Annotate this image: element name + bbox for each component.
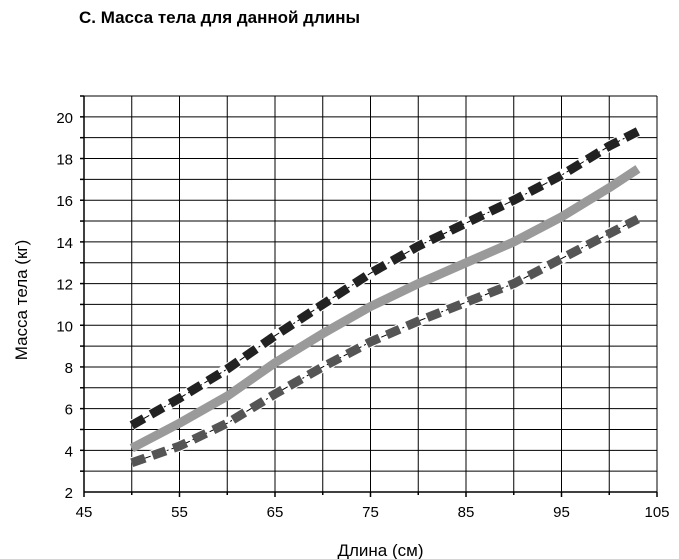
series-line: [130, 214, 640, 468]
y-tick-label: 6: [65, 402, 73, 419]
x-tick-label: 95: [553, 504, 570, 521]
y-tick-label: 4: [65, 443, 73, 460]
series-line: [129, 127, 640, 430]
x-tick-label: 75: [362, 504, 379, 521]
x-tick-label: 45: [76, 504, 93, 521]
x-axis-label: Длина (см): [337, 541, 423, 559]
y-tick-label: 14: [56, 235, 73, 252]
y-axis-label: Масса тела (кг): [12, 240, 31, 361]
x-tick-label: 55: [171, 504, 188, 521]
x-tick-label: 65: [267, 504, 284, 521]
y-tick-label: 12: [56, 277, 73, 294]
y-tick-label: 10: [56, 318, 73, 335]
y-tick-label: 16: [56, 193, 73, 210]
chart-title: С. Масса тела для данной длины: [79, 8, 360, 27]
y-tick-label: 20: [56, 110, 73, 127]
series-line: [129, 165, 641, 453]
y-tick-label: 8: [65, 360, 73, 377]
y-tick-label: 18: [56, 152, 73, 169]
x-tick-label: 105: [644, 504, 669, 521]
y-tick-label: 2: [65, 485, 73, 502]
x-tick-label: 85: [458, 504, 475, 521]
